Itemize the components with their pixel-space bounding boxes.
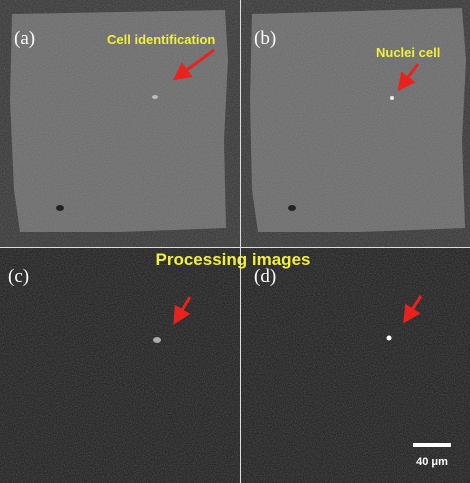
panel-label: (c) bbox=[8, 266, 29, 287]
scale-bar-label: 40 μm bbox=[416, 456, 448, 468]
panel-label: (d) bbox=[254, 266, 276, 287]
cell bbox=[152, 95, 158, 99]
spot bbox=[56, 205, 64, 211]
annotation: Cell identification bbox=[107, 32, 215, 47]
annotation: Nuclei cell bbox=[376, 45, 440, 60]
cell bbox=[153, 337, 161, 343]
figure: (a) Cell identification (b) Nuclei cell … bbox=[0, 0, 470, 483]
panel-label: (a) bbox=[14, 28, 35, 49]
cell bbox=[387, 336, 392, 341]
spot bbox=[288, 205, 296, 211]
caption: Processing images bbox=[156, 250, 311, 269]
cell bbox=[390, 96, 394, 100]
noise-overlay bbox=[0, 0, 470, 483]
panel-label: (b) bbox=[254, 28, 276, 49]
